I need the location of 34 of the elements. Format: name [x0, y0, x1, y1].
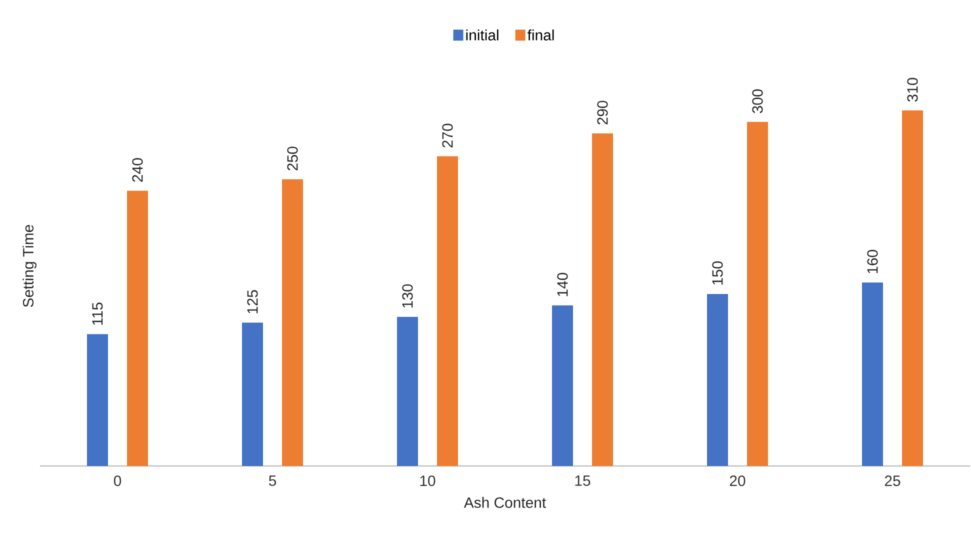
- bar: [862, 282, 884, 466]
- bar: [397, 316, 418, 466]
- x-tick-label: 5: [268, 476, 276, 486]
- data-label: 270: [442, 124, 453, 148]
- data-label: 310: [907, 78, 918, 102]
- legend-label: final: [528, 29, 554, 40]
- x-tick-label: 0: [114, 476, 122, 486]
- x-tick-label: 15: [575, 476, 590, 486]
- x-axis-title: Ash Content: [464, 496, 546, 508]
- x-tick-label: 25: [884, 476, 900, 486]
- data-label: 240: [132, 158, 143, 182]
- data-label: 150: [712, 261, 723, 285]
- bar: [552, 305, 574, 466]
- bar: [127, 190, 148, 466]
- bar: [707, 294, 728, 466]
- y-axis-title: Setting Time: [22, 224, 36, 307]
- bar: [242, 322, 264, 466]
- data-label: 140: [557, 272, 568, 296]
- bar: [902, 110, 924, 466]
- data-label: 250: [287, 146, 298, 170]
- data-label: 115: [92, 302, 103, 325]
- bar: [437, 156, 458, 466]
- bar: [592, 133, 614, 466]
- legend-label: initial: [466, 29, 498, 40]
- data-label: 160: [867, 250, 878, 274]
- bar: [747, 122, 768, 466]
- bar: [282, 179, 304, 466]
- x-tick-label: 20: [730, 476, 746, 486]
- data-label: 125: [247, 290, 258, 314]
- x-tick-label: 10: [420, 476, 436, 486]
- data-label: 130: [402, 284, 413, 308]
- bar: [87, 334, 108, 466]
- data-label: 290: [597, 100, 608, 124]
- data-label: 300: [752, 89, 763, 114]
